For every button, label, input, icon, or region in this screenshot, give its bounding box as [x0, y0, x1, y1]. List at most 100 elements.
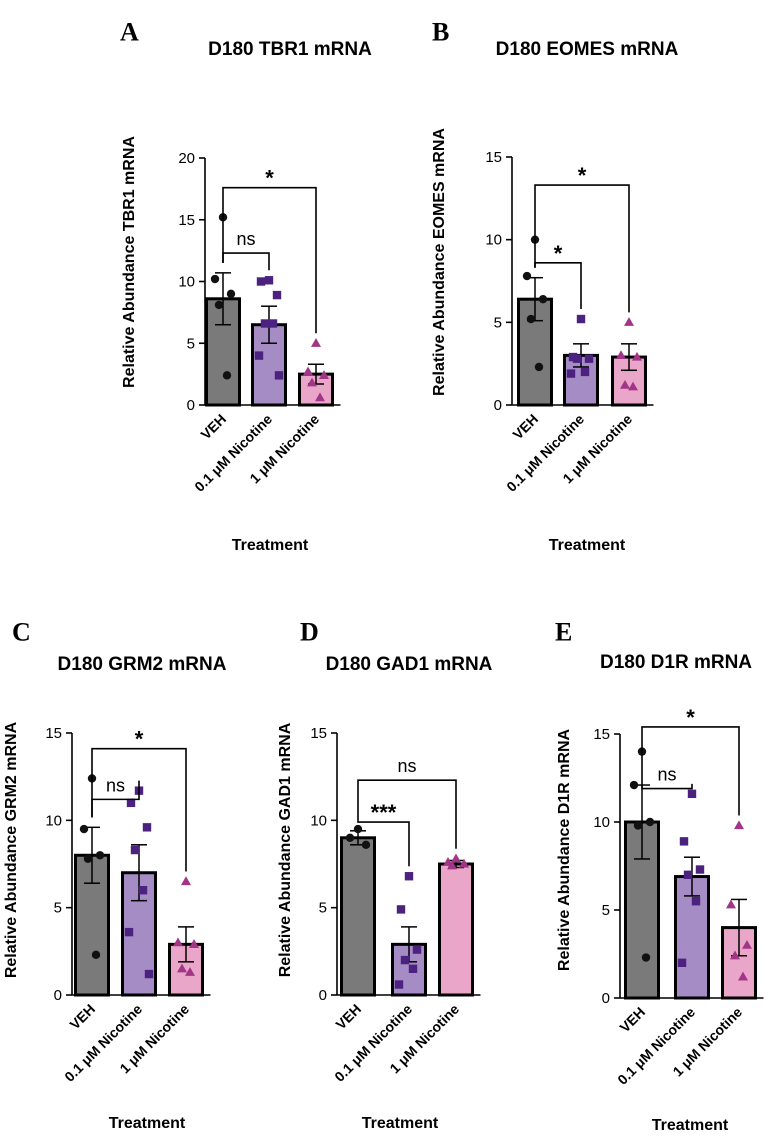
x-axis-label: Treatment: [232, 537, 309, 554]
significance-label: *: [578, 163, 587, 188]
data-point: [222, 371, 232, 380]
data-point: [260, 319, 270, 328]
significance-label: *: [554, 241, 563, 266]
y-tick-label: 0: [187, 397, 195, 414]
data-point: [177, 963, 187, 973]
data-point: [628, 381, 638, 391]
significance-bracket: [222, 252, 270, 271]
data-point: [214, 300, 224, 310]
chart-title: D180 EOMES mRNA: [496, 39, 679, 60]
y-axis-label: Relative Abundance GRM2 mRNA: [3, 721, 20, 978]
y-tick-label: 0: [319, 987, 327, 1004]
data-point: [256, 277, 266, 286]
data-point: [683, 870, 693, 879]
panel-letter: B: [432, 17, 449, 46]
x-axis-label: Treatment: [362, 1115, 439, 1132]
panel-letter: C: [12, 617, 31, 646]
data-point: [679, 837, 689, 846]
y-tick-label: 10: [593, 814, 610, 831]
y-tick-label: 10: [310, 812, 327, 829]
y-tick-label: 10: [485, 232, 502, 249]
x-tick-label: VEH: [332, 1001, 364, 1033]
y-tick-label: 5: [319, 900, 327, 917]
significance-bracket: [222, 186, 317, 334]
panel-d: D D180 GAD1 mRNA 0 5 10 15 Relative Abundance …: [277, 617, 493, 1132]
data-point: [272, 290, 282, 300]
significance-bracket: [357, 820, 410, 867]
significance-label: ns: [106, 775, 125, 795]
x-tick-label: VEH: [616, 1004, 648, 1036]
y-tick-label: 15: [593, 726, 610, 743]
significance-label: ***: [371, 800, 397, 825]
data-point: [412, 945, 422, 954]
data-point: [210, 274, 220, 284]
panel-e: E D180 D1R mRNA 0 5 10 15 Relative Abundance D…: [555, 617, 764, 1134]
chart-title: D180 TBR1 mRNA: [208, 39, 372, 60]
chart-title: D180 D1R mRNA: [600, 652, 752, 673]
data-point: [730, 950, 740, 960]
panel-letter: D: [300, 617, 319, 646]
data-point: [572, 354, 582, 363]
data-point: [742, 940, 752, 949]
data-point: [632, 351, 642, 361]
data-point: [268, 319, 278, 328]
y-tick-label: 5: [54, 900, 62, 917]
data-point: [303, 366, 313, 376]
significance-bracket: [357, 779, 457, 849]
data-point: [526, 314, 536, 324]
y-tick-label: 5: [494, 314, 502, 331]
data-point: [264, 276, 274, 285]
data-point: [254, 351, 264, 360]
data-point: [126, 798, 136, 808]
data-point: [404, 872, 414, 881]
y-tick-label: 0: [602, 990, 610, 1007]
significance-bracket: [534, 184, 630, 313]
panel-letter: E: [555, 617, 572, 646]
data-point: [734, 820, 744, 830]
data-point: [142, 823, 152, 832]
chart-title: D180 GRM2 mRNA: [58, 654, 227, 675]
data-point: [677, 958, 687, 967]
data-point: [633, 821, 643, 830]
y-tick-label: 10: [178, 274, 195, 291]
data-point: [181, 876, 191, 886]
data-point: [319, 370, 329, 379]
bar: [438, 862, 474, 997]
y-axis-label: Relative Abundance GAD1 mRNA: [277, 722, 294, 977]
y-tick-label: 15: [485, 149, 502, 166]
data-point: [307, 377, 317, 387]
data-point: [138, 886, 148, 895]
data-point: [189, 939, 199, 948]
y-tick-label: 0: [54, 987, 62, 1004]
chart-title: D180 GAD1 mRNA: [326, 654, 493, 675]
x-tick-label: VEH: [197, 411, 229, 443]
data-point: [274, 371, 284, 380]
data-point: [538, 294, 548, 304]
x-tick-label: 0.1 μM Nicotine: [191, 411, 275, 495]
y-tick-label: 0: [494, 397, 502, 414]
panel-letter: A: [120, 17, 139, 46]
data-point: [584, 354, 594, 363]
data-point: [400, 955, 410, 965]
bar: [340, 836, 376, 997]
x-axis-label: Treatment: [652, 1117, 729, 1134]
data-point: [173, 937, 183, 947]
data-point: [645, 817, 655, 827]
data-point: [534, 362, 544, 372]
data-point: [687, 789, 697, 799]
data-point: [580, 367, 590, 377]
data-point: [124, 927, 134, 937]
x-axis-label: Treatment: [549, 537, 626, 554]
panel-a: A D180 TBR1 mRNA 0 5 10 15 20 Relative Abundanc…: [120, 17, 372, 554]
data-point: [451, 853, 461, 863]
data-point: [408, 964, 418, 973]
data-point: [79, 824, 89, 834]
y-axis-label: Relative Abundance EOMES mRNA: [431, 128, 448, 396]
data-point: [361, 840, 371, 849]
data-point: [353, 824, 363, 834]
significance-label: *: [265, 166, 274, 191]
panel-c: C D180 GRM2 mRNA 0 5 10 15 Relative Abundance …: [3, 617, 227, 1132]
x-tick-label: VEH: [66, 1001, 98, 1033]
significance-label: ns: [397, 756, 416, 776]
significance-label: ns: [236, 229, 255, 249]
